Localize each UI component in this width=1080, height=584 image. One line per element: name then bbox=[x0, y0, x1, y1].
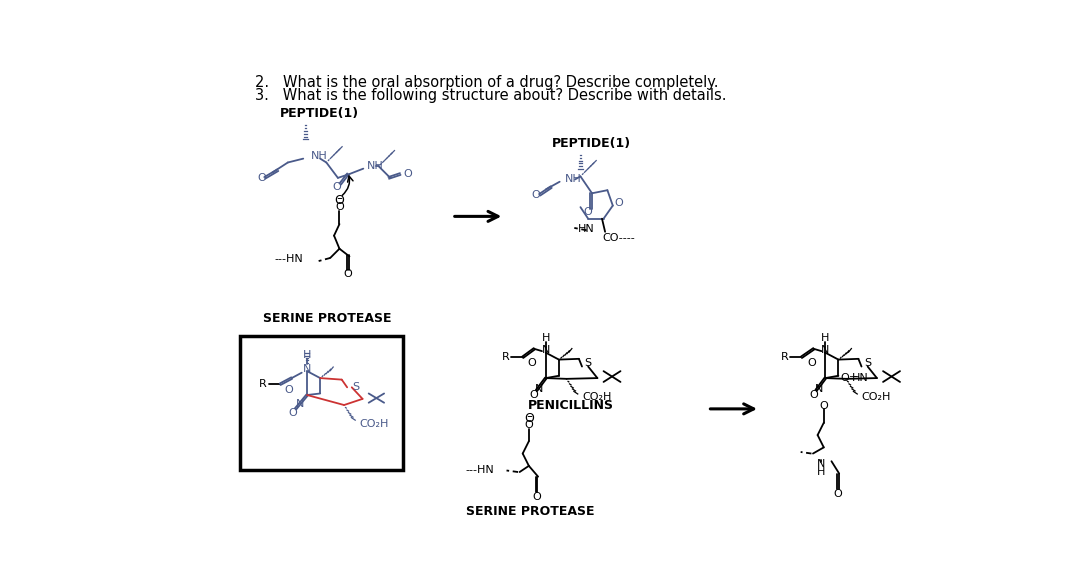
Text: O: O bbox=[284, 385, 293, 395]
Text: HN: HN bbox=[852, 373, 869, 383]
Text: 2.   What is the oral absorption of a drug? Describe completely.: 2. What is the oral absorption of a drug… bbox=[255, 75, 718, 90]
Text: CO₂H: CO₂H bbox=[582, 392, 611, 402]
Text: N: N bbox=[296, 399, 305, 409]
Text: N: N bbox=[302, 364, 311, 374]
Text: O: O bbox=[834, 489, 842, 499]
Text: N: N bbox=[821, 345, 829, 354]
Text: O: O bbox=[532, 492, 541, 502]
Text: O: O bbox=[288, 408, 298, 419]
Text: R: R bbox=[781, 352, 788, 362]
Text: O: O bbox=[615, 199, 623, 208]
Text: O: O bbox=[257, 173, 266, 183]
Text: O: O bbox=[333, 182, 341, 192]
Text: R: R bbox=[259, 379, 267, 390]
Text: Θ: Θ bbox=[335, 194, 345, 207]
Text: CO₂H: CO₂H bbox=[862, 392, 891, 402]
Text: O: O bbox=[807, 359, 815, 369]
Text: H: H bbox=[818, 467, 825, 477]
Text: O: O bbox=[335, 202, 343, 212]
Text: N: N bbox=[818, 460, 825, 470]
Text: O: O bbox=[403, 169, 413, 179]
Text: O=: O= bbox=[840, 373, 859, 383]
Text: Θ: Θ bbox=[524, 412, 534, 425]
Text: PEPTIDE(1): PEPTIDE(1) bbox=[552, 137, 631, 150]
Text: NH: NH bbox=[311, 151, 327, 161]
Text: NH: NH bbox=[565, 175, 582, 185]
Text: SERINE PROTEASE: SERINE PROTEASE bbox=[264, 311, 392, 325]
Text: O: O bbox=[527, 359, 537, 369]
Text: H: H bbox=[302, 350, 311, 360]
Text: N: N bbox=[814, 384, 823, 394]
Text: ---HN: ---HN bbox=[465, 465, 495, 475]
Text: O: O bbox=[531, 190, 540, 200]
Text: O: O bbox=[530, 390, 539, 400]
Text: NH: NH bbox=[366, 161, 383, 171]
Text: PENICILLINS: PENICILLINS bbox=[528, 398, 615, 412]
Text: N: N bbox=[541, 345, 550, 354]
Text: N: N bbox=[535, 384, 543, 394]
Text: O: O bbox=[525, 420, 534, 430]
Text: H: H bbox=[821, 333, 829, 343]
Text: SERINE PROTEASE: SERINE PROTEASE bbox=[467, 505, 595, 518]
Text: H: H bbox=[541, 333, 550, 343]
Text: R: R bbox=[502, 352, 510, 362]
Text: CO----: CO---- bbox=[602, 233, 635, 243]
Text: 3.   What is the following structure about? Describe with details.: 3. What is the following structure about… bbox=[255, 88, 726, 103]
Bar bbox=[240, 336, 403, 471]
Text: O: O bbox=[820, 401, 828, 411]
Text: S: S bbox=[352, 383, 359, 392]
Text: HN: HN bbox=[578, 224, 595, 234]
Text: CO₂H: CO₂H bbox=[360, 419, 389, 429]
Text: O: O bbox=[809, 390, 819, 400]
Text: S: S bbox=[864, 359, 870, 369]
Text: ---HN: ---HN bbox=[274, 255, 303, 265]
Text: O: O bbox=[343, 269, 352, 279]
Text: O: O bbox=[584, 207, 593, 217]
Text: S: S bbox=[584, 359, 592, 369]
Text: PEPTIDE(1): PEPTIDE(1) bbox=[280, 107, 360, 120]
